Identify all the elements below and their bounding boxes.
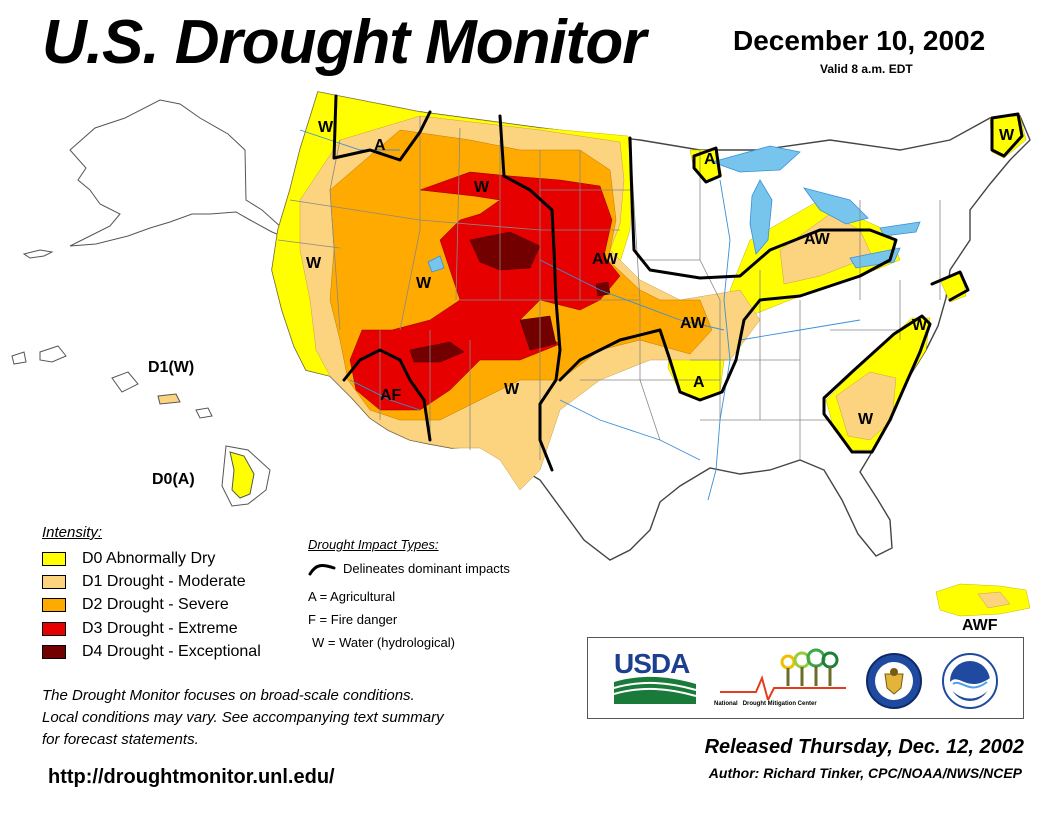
hawaii-islands: [11, 345, 271, 507]
impact-line-sample-icon: [308, 564, 336, 576]
sponsor-logos-box: USDA National Drought Mitigation Center: [587, 637, 1024, 719]
map-label-north-idaho: A: [374, 137, 386, 154]
usda-wordmark: USDA: [614, 648, 690, 679]
alaska-outline: [22, 99, 301, 259]
map-label-oklahoma: A: [693, 374, 705, 391]
legend-item-d2: D2 Drought - Severe: [42, 595, 229, 615]
ndmc-logo-icon: [720, 648, 846, 700]
impact-type-agricultural: A = Agricultural: [308, 589, 396, 604]
map-label-michigan: AW: [804, 231, 830, 248]
map-label-south-dakota: AW: [592, 251, 618, 268]
map-label-maine: W: [999, 127, 1015, 144]
legend-swatch-d1: [42, 575, 66, 589]
disclaimer-text: The Drought Monitor focuses on broad-sca…: [42, 685, 562, 751]
disclaimer-line-3: for forecast statements.: [42, 731, 199, 748]
map-label-oregon: W: [306, 255, 322, 272]
map-label-hawaii-south: D0(A): [152, 471, 195, 488]
disclaimer-line-1: The Drought Monitor focuses on broad-sca…: [42, 687, 415, 704]
map-label-washington: W: [318, 119, 334, 136]
legend-swatch-d4: [42, 645, 66, 659]
impact-lines: [332, 94, 1024, 472]
legend-swatch-d0: [42, 552, 66, 566]
map-label-puerto-rico: AWF: [962, 617, 998, 634]
map-label-arizona: AF: [380, 387, 402, 404]
map-label-hawaii-north: D1(W): [148, 359, 195, 376]
map-label-new-mexico: W: [504, 381, 520, 398]
legend-item-d3: D3 Drought - Extreme: [42, 619, 238, 639]
legend-label-d0: D0 Abnormally Dry: [82, 550, 216, 567]
state-boundaries: [277, 116, 941, 460]
map-label-kansas: AW: [680, 315, 706, 332]
website-link[interactable]: http://droughtmonitor.unl.edu/: [48, 766, 335, 788]
legend-label-d4: D4 Drought - Exceptional: [82, 643, 261, 660]
legend-label-d3: D3 Drought - Extreme: [82, 620, 238, 637]
legend-label-d1: D1 Drought - Moderate: [82, 573, 246, 590]
impact-type-fire: F = Fire danger: [308, 612, 398, 627]
disclaimer-line-2: Local conditions may vary. See accompany…: [42, 709, 444, 726]
map-label-south-carolina: W: [858, 411, 874, 428]
commerce-seal-icon: [866, 653, 922, 709]
legend-title: Intensity:: [42, 524, 103, 541]
rivers: [299, 129, 861, 501]
valid-time: Valid 8 a.m. EDT: [820, 62, 913, 76]
legend-swatch-d2: [42, 598, 66, 612]
map-label-virginia: W: [912, 317, 928, 334]
legend-item-d1: D1 Drought - Moderate: [42, 572, 246, 592]
author-credit: Author: Richard Tinker, CPC/NOAA/NWS/NCE…: [708, 765, 1022, 781]
map-label-utah: W: [416, 275, 432, 292]
impact-line-label: Delineates dominant impacts: [343, 561, 510, 576]
impact-type-water: W = Water (hydrological): [312, 635, 455, 650]
map-label-minnesota: A: [704, 151, 716, 168]
release-date: Released Thursday, Dec. 12, 2002: [704, 736, 1024, 758]
legend-swatch-d3: [42, 622, 66, 636]
legend-item-d4: D4 Drought - Exceptional: [42, 642, 261, 662]
ndmc-wordmark: National Drought Mitigation Center: [714, 701, 817, 707]
ndmc-name: Drought Mitigation Center: [742, 701, 817, 707]
noaa-logo-icon: [942, 653, 998, 709]
map-date: December 10, 2002: [733, 25, 986, 56]
legend-label-d2: D2 Drought - Severe: [82, 596, 229, 613]
legend-item-d0: D0 Abnormally Dry: [42, 549, 215, 569]
map-label-montana: W: [474, 179, 490, 196]
d4-regions: [409, 231, 611, 363]
usda-logo-icon: [613, 676, 697, 704]
ndmc-prefix: National: [714, 701, 738, 707]
map-title: U.S. Drought Monitor: [42, 8, 646, 77]
impact-types-title: Drought Impact Types:: [308, 537, 439, 552]
